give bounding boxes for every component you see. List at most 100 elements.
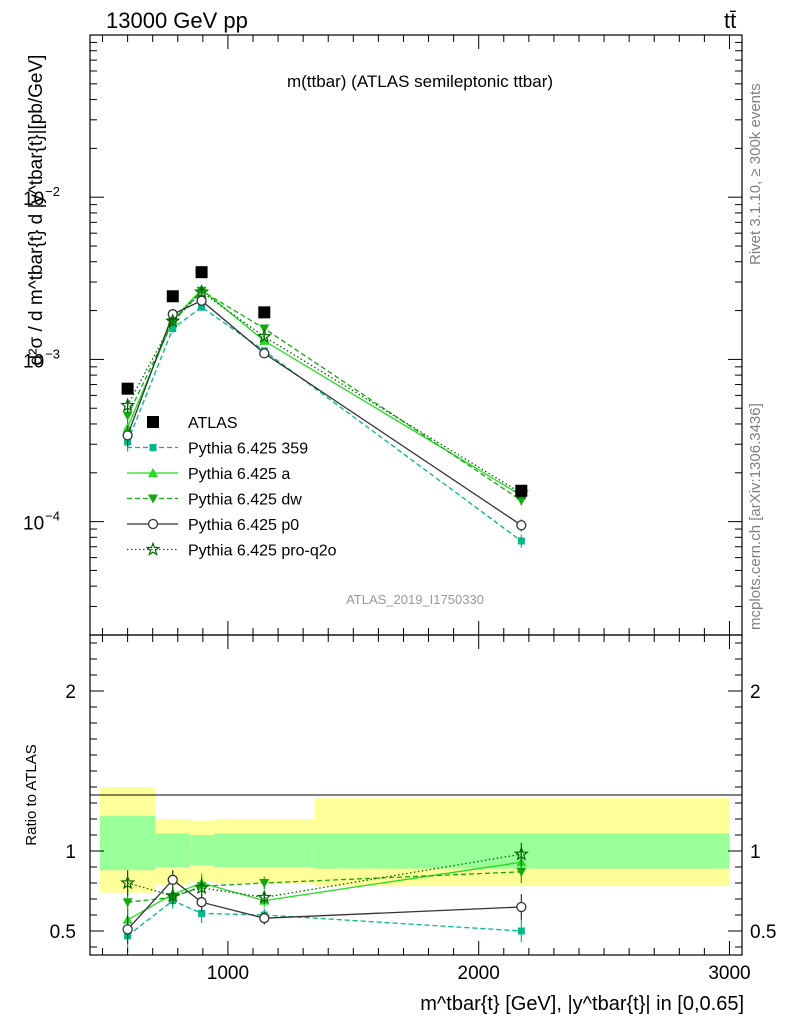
ratio-line-p359 bbox=[127, 899, 522, 937]
ratio-point-pq2o bbox=[194, 879, 210, 895]
ratio-point-pp0 bbox=[167, 874, 178, 885]
main-point-pp0 bbox=[122, 430, 133, 441]
ratio-point-pq2o bbox=[513, 846, 529, 861]
ratio-point-pq2o bbox=[165, 887, 181, 903]
main-point-pp0 bbox=[516, 520, 527, 531]
main-point-pp0 bbox=[259, 348, 270, 359]
xtick-label: 3000 bbox=[708, 963, 750, 984]
main-line-pa bbox=[127, 288, 522, 496]
legend-marker-pdw bbox=[148, 494, 158, 504]
main-line-pq2o bbox=[127, 291, 522, 494]
ratio-bands bbox=[100, 787, 730, 893]
main-point-pq2o bbox=[165, 313, 181, 328]
ratio-ytick-label-right: 2 bbox=[750, 682, 761, 703]
ratio-ytick-label-right: 1 bbox=[750, 842, 761, 863]
ratio-band-green bbox=[155, 833, 191, 867]
main-ticks: 10−4 10−3 10−2 bbox=[23, 34, 742, 636]
ratio-point-pp0 bbox=[259, 913, 270, 924]
ratio-series-layer bbox=[120, 843, 529, 952]
main-point-p359 bbox=[198, 303, 206, 311]
main-line-pdw bbox=[127, 289, 522, 502]
main-series-pp0 bbox=[122, 295, 527, 532]
main-point-pdw bbox=[122, 411, 133, 421]
legend-label-p359: Pythia 6.425 359 bbox=[188, 441, 308, 458]
main-point-pdw bbox=[516, 496, 527, 506]
legend-label-pq2o: Pythia 6.425 pro-q2o bbox=[188, 543, 337, 560]
main-point-p359 bbox=[169, 325, 177, 333]
main-series-layer bbox=[120, 266, 529, 548]
ratio-panel: 0.5 0.5 1 1 2 2 1000 2000 3000 Ratio to ATLAS m^… bbox=[23, 634, 776, 1015]
legend-entry-p359: Pythia 6.425 359 bbox=[127, 441, 308, 458]
main-title: m(ttbar) (ATLAS semileptonic ttbar) bbox=[287, 72, 553, 91]
legend-label-pp0: Pythia 6.425 p0 bbox=[188, 517, 299, 534]
legend-entry-pq2o: Pythia 6.425 pro-q2o bbox=[127, 541, 337, 560]
ratio-point-pdw bbox=[259, 879, 270, 888]
header-right: tt̄ bbox=[724, 8, 736, 33]
legend-entry-pp0: Pythia 6.425 p0 bbox=[127, 517, 299, 534]
legend-marker-pa bbox=[148, 468, 158, 477]
main-ytick-label: 10−4 bbox=[23, 509, 60, 535]
legend-marker-pq2o bbox=[145, 541, 161, 556]
main-ytick-label: 10−3 bbox=[23, 346, 60, 372]
main-point-pa bbox=[259, 335, 270, 345]
ratio-point-pdw bbox=[516, 867, 527, 877]
main-line-pp0 bbox=[126, 299, 522, 526]
ratio-ytick-label-left: 0.5 bbox=[50, 922, 76, 943]
main-point-pp0 bbox=[196, 295, 207, 306]
main-series-pdw bbox=[122, 286, 527, 506]
xtick-label: 1000 bbox=[207, 963, 249, 984]
main-point-pq2o bbox=[256, 328, 272, 344]
main-series-pa bbox=[122, 284, 527, 500]
legend-label-atlas: ATLAS bbox=[188, 415, 238, 432]
ratio-series-pq2o bbox=[120, 843, 529, 904]
legend-entry-pdw: Pythia 6.425 dw bbox=[127, 492, 302, 509]
mcplots-label: mcplots.cern.ch [arXiv:1306.3436] bbox=[747, 403, 764, 630]
main-panel: 10−4 10−3 10−2 m(ttbar) (ATLAS semileptoni… bbox=[23, 34, 743, 636]
main-point-atlas bbox=[166, 290, 179, 303]
ratio-point-pq2o bbox=[120, 875, 136, 890]
legend-marker-pp0 bbox=[147, 518, 159, 530]
ratio-point-pp0 bbox=[196, 897, 207, 908]
ratio-point-pp0 bbox=[516, 901, 527, 913]
main-point-pq2o bbox=[120, 397, 136, 412]
legend: ATLAS Pythia 6.425 359 Pythia 6.425 a Pythi… bbox=[127, 415, 337, 560]
legend-marker-atlas bbox=[147, 416, 159, 428]
rivet-label: Rivet 3.1.10, ≥ 300k events bbox=[747, 83, 764, 265]
legend-entry-pa: Pythia 6.425 a bbox=[127, 466, 290, 483]
ratio-frame bbox=[89, 634, 743, 956]
ratio-ticks: 0.5 0.5 1 1 2 2 1000 2000 3000 bbox=[50, 635, 776, 984]
main-point-atlas bbox=[258, 306, 271, 319]
ratio-ytick-label-left: 1 bbox=[65, 842, 76, 863]
ratio-series-p359 bbox=[124, 892, 525, 952]
main-point-atlas bbox=[195, 266, 208, 279]
main-point-atlas bbox=[515, 484, 528, 497]
header-left: 13000 GeV pp bbox=[106, 8, 248, 33]
xtick-label: 2000 bbox=[458, 963, 500, 984]
ratio-ytick-label-right: 0.5 bbox=[750, 922, 776, 943]
ratio-point-pq2o bbox=[256, 889, 272, 904]
ratio-band-green bbox=[214, 833, 315, 867]
legend-entry-atlas: ATLAS bbox=[147, 415, 238, 432]
main-series-pq2o bbox=[120, 284, 529, 500]
ratio-ylabel: Ratio to ATLAS bbox=[23, 744, 40, 845]
watermark: ATLAS_2019_I1750330 bbox=[346, 592, 484, 607]
main-series-p359 bbox=[124, 303, 525, 548]
ratio-series-pp0 bbox=[122, 870, 527, 944]
main-line-p359 bbox=[126, 306, 522, 542]
main-ytick-label: 10−2 bbox=[23, 184, 60, 210]
main-point-p359 bbox=[517, 537, 525, 545]
xlabel: m^tbar{t} [GeV], |y^tbar{t}| in [0,0.65] bbox=[420, 993, 744, 1015]
ratio-point-pp0 bbox=[122, 924, 133, 935]
legend-label-pa: Pythia 6.425 a bbox=[188, 466, 290, 483]
ratio-band-green bbox=[190, 835, 215, 866]
ratio-point-p359 bbox=[517, 927, 525, 935]
ratio-band-green bbox=[100, 815, 156, 871]
main-point-pq2o bbox=[194, 284, 210, 299]
ratio-point-p359 bbox=[198, 909, 206, 917]
legend-marker-p359 bbox=[149, 444, 157, 451]
main-series-atlas bbox=[121, 266, 528, 497]
legend-label-pdw: Pythia 6.425 dw bbox=[188, 492, 302, 509]
main-ylabel: d²σ / d m^tbar{t} d |y^tbar{t}|[pb/GeV] bbox=[26, 55, 47, 366]
ratio-point-pdw bbox=[122, 898, 133, 908]
